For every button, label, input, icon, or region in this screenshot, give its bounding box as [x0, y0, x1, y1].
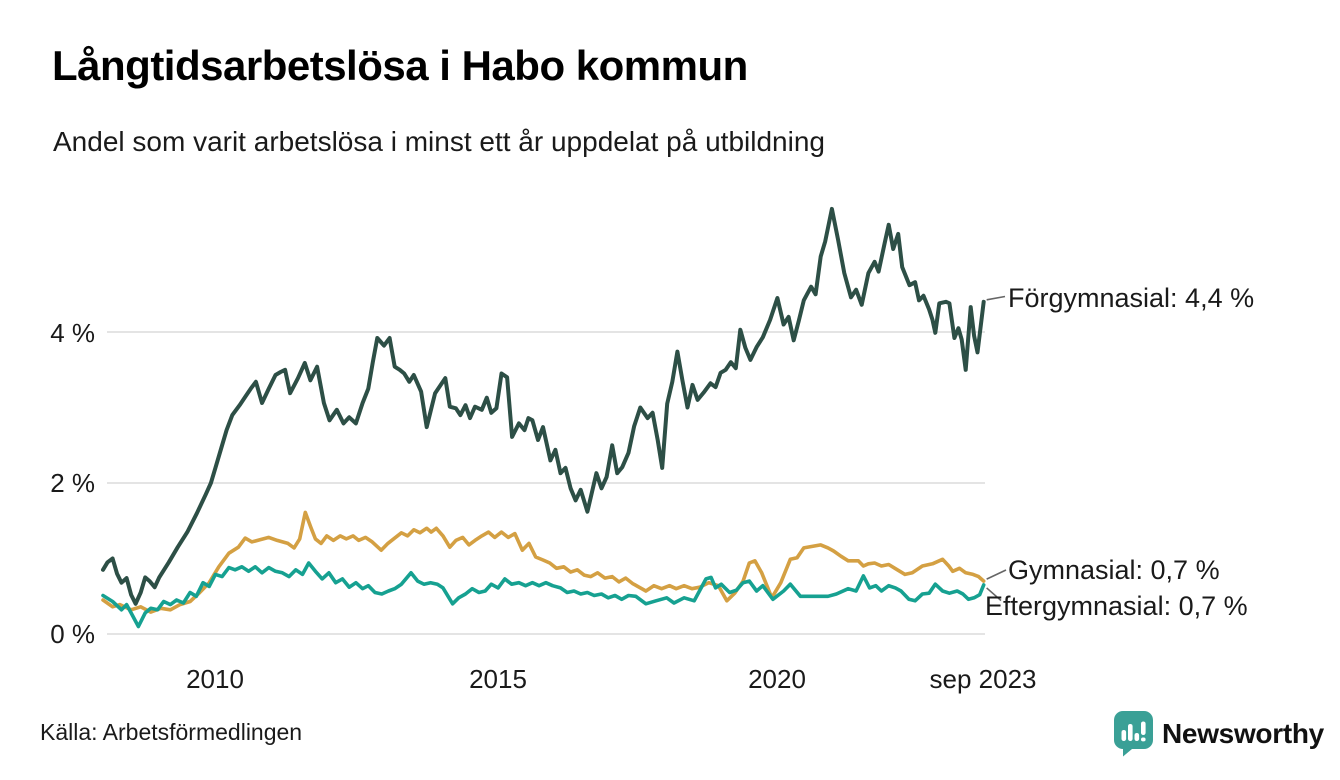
series-label-forgymnasial: Förgymnasial: 4,4 %	[1008, 283, 1255, 313]
page-title: Långtidsarbetslösa i Habo kommun	[52, 42, 748, 89]
series-label-eftergymnasial: Eftergymnasial: 0,7 %	[985, 591, 1248, 621]
x-tick-2015: 2015	[469, 664, 527, 694]
x-tick-sep-2023: sep 2023	[929, 664, 1037, 694]
label-connector-eftergymnasial	[986, 587, 1002, 602]
x-tick-2020: 2020	[748, 664, 806, 694]
y-tick-2: 2 %	[50, 468, 95, 498]
x-tick-2010: 2010	[186, 664, 244, 694]
label-connector-förgymnasial	[986, 295, 1006, 301]
y-tick-4: 4 %	[50, 318, 95, 348]
brand-name: Newsworthy	[1162, 717, 1324, 749]
brand-logo: Newsworthy	[1113, 710, 1324, 757]
y-tick-0: 0 %	[50, 619, 95, 649]
series-line-förgymnasial	[101, 206, 986, 606]
series-label-gymnasial: Gymnasial: 0,7 %	[1008, 555, 1220, 585]
chart-subtitle: Andel som varit arbetslösa i minst ett å…	[53, 126, 825, 157]
series-line-gymnasial	[101, 510, 986, 614]
source-caption: Källa: Arbetsförmedlingen	[40, 719, 303, 745]
label-connector-gymnasial	[986, 569, 1007, 580]
series-line-eftergymnasial	[101, 561, 986, 629]
newsworthy-speech-bubble-bar-chart-icon	[1114, 711, 1153, 757]
